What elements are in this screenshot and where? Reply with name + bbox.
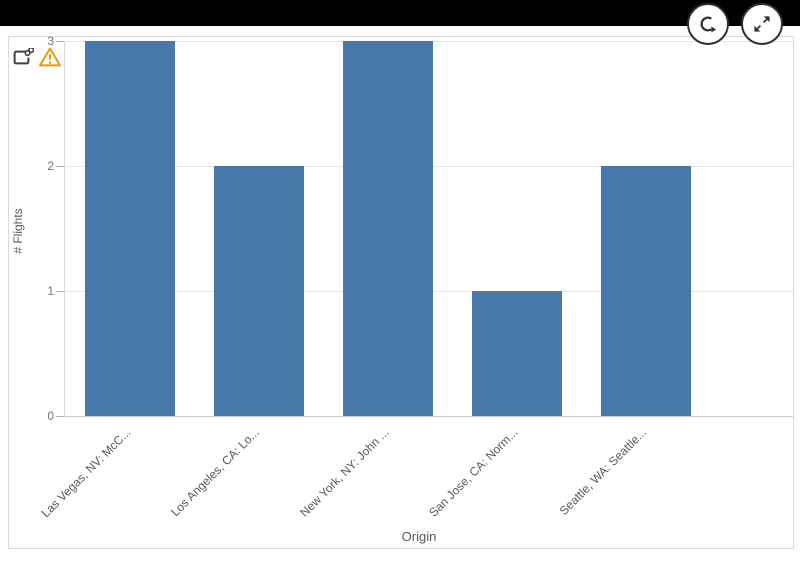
x-tick-label[interactable]: New York, NY: John ... [296, 425, 392, 520]
expand-icon [753, 15, 771, 33]
expand-button[interactable] [741, 3, 783, 45]
x-tick-label[interactable]: Seattle, WA: Seattle... [556, 425, 650, 518]
y-axis-tick [56, 166, 64, 167]
x-tick-label[interactable]: San Jose, CA: Norm... [425, 425, 521, 520]
shared-object-icon [13, 46, 35, 71]
bar[interactable] [85, 41, 175, 416]
bar[interactable] [601, 166, 691, 416]
y-tick-label: 3 [47, 34, 54, 48]
x-tick-label[interactable]: Las Vegas, NV: McC... [38, 425, 134, 521]
warning-icon[interactable] [38, 46, 62, 73]
y-axis-tick [56, 416, 64, 417]
gridline [64, 416, 793, 417]
y-axis-line [64, 41, 65, 416]
refresh-button[interactable] [687, 3, 729, 45]
y-tick-label: 2 [47, 159, 54, 173]
y-axis-tick [56, 291, 64, 292]
bar[interactable] [472, 291, 562, 416]
y-axis-title: # Flights [11, 208, 25, 254]
y-tick-label: 1 [47, 284, 54, 298]
x-axis-title: Origin [401, 529, 437, 544]
bar[interactable] [343, 41, 433, 416]
panel-corner-indicators [13, 46, 62, 73]
y-axis-tick [56, 41, 64, 42]
chart-panel: # Flights Origin 0 1 2 3 Las Vegas, NV: McC.… [8, 34, 794, 549]
bar-chart: # Flights Origin 0 1 2 3 Las Vegas, NV: McC.… [9, 34, 793, 548]
y-tick-label: 0 [47, 409, 54, 423]
bar[interactable] [214, 166, 304, 416]
top-black-bar [0, 0, 800, 26]
x-tick-label[interactable]: Los Angeles, CA: Lo... [168, 425, 263, 520]
refresh-icon [698, 14, 718, 34]
